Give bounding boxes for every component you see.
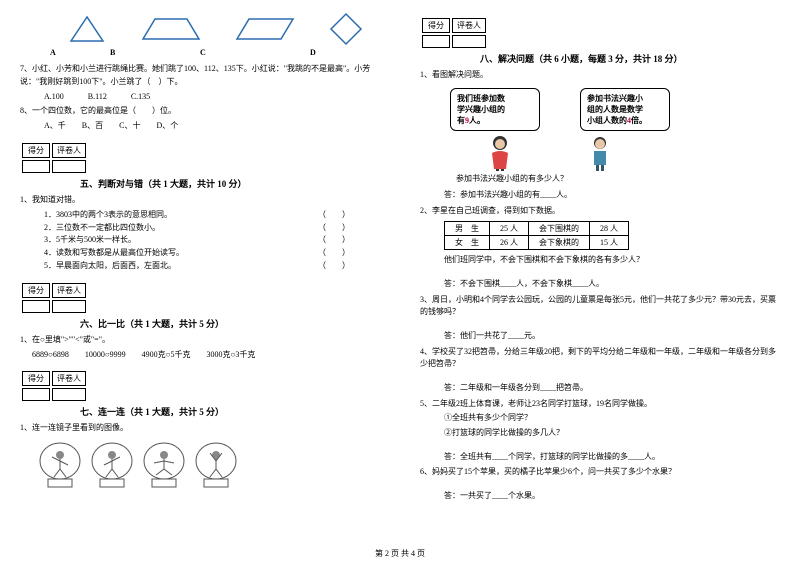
score-box-8: 得分评卷人 [420,16,780,50]
page-footer: 第 2 页 共 4 页 [0,548,800,559]
speech-1: 我们班参加数 学兴趣小组的 有9人。 [450,88,540,132]
diamond-icon [329,12,363,46]
q1-ask: 参加书法兴趣小组的有多少人？ [456,173,780,186]
q8-text: 8、一个四位数，它的最高位是（ ）位。 [20,105,380,118]
score-box-5: 得分评卷人 [20,141,380,175]
q7-options: A.100 B.112 C.135 [44,91,380,104]
triangle-icon [67,15,107,43]
label-a: A [50,48,110,57]
q5: 5、二年级2班上体育课，老师让23名同学打篮球，19名同学做操。 [420,398,780,411]
section-5-title: 五、判断对与错（共 1 大题，共计 10 分） [80,177,380,190]
mirror-4-icon [194,441,238,489]
score-box-6: 得分评卷人 [20,281,380,315]
judge-2: 2．三位数不一定都比四位数小。（ ） [44,222,380,235]
q3-ans: 答：他们一共花了____元。 [444,329,780,343]
q3: 3、周日，小明和4个同学去公园玩，公园的儿童票是每张5元，他们一共花了多少元？带… [420,294,780,320]
q2-ans: 答：不会下围棋____人，不会下象棋____人。 [444,277,780,291]
q5-ans: 答：全班共有____个同学，打篮球的同学比做操的多____人。 [444,450,780,464]
q4-ans: 答：二年级和一年级各分到____把笤帚。 [444,381,780,395]
q8-options: A、千 B、百 C、十 D、个 [44,120,380,133]
sec5-lead: 1、我知道对错。 [20,194,380,207]
q1: 1、看图解决问题。 [420,69,780,82]
parallelogram-icon [235,17,295,41]
speech-2: 参加书法兴趣小 组的人数是数学 小组人数的4倍。 [580,88,670,132]
shapes-row [50,12,380,46]
sec6-lead: 1、在○里填">""<"或"="。 [20,334,380,347]
q2-table: 男 生25 人会下围棋的28 人 女 生26 人会下象棋的15 人 [444,221,629,250]
judge-3: 3．5千米与500米一样长。（ ） [44,234,380,247]
q4: 4、学校买了32把笤帚，分给三年级20把，剩下的平均分给二年级和一年级，二年级和… [420,346,780,372]
judge-4: 4．读数和写数都是从最高位开始读写。（ ） [44,247,380,260]
section-8-title: 八、解决问题（共 6 小题，每题 3 分，共计 18 分） [480,52,780,65]
q6: 6、妈妈买了15个苹果，买的橘子比苹果少6个，问一共买了多少个水果？ [420,466,780,479]
grader-label: 评卷人 [52,143,86,158]
mirror-3-icon [142,441,186,489]
people-row [480,131,780,171]
label-d: D [310,48,316,57]
section-6-title: 六、比一比（共 1 大题，共计 5 分） [80,317,380,330]
trapezoid-icon [141,17,201,41]
q1-ans: 答：参加书法兴趣小组的有____人。 [444,188,780,202]
q5-sub1: ①全班共有多少个同学？ [444,412,780,425]
girl-icon [480,131,520,171]
q5-sub2: ②打篮球的同学比做操的多几人？ [444,427,780,440]
sec7-lead: 1、连一连镜子里看到的图像。 [20,422,380,435]
q6-ans: 答：一共买了____个水果。 [444,489,780,503]
right-column: 得分评卷人 八、解决问题（共 6 小题，每题 3 分，共计 18 分） 1、看图… [400,0,800,565]
mirror-1-icon [38,441,82,489]
mirror-images [38,441,380,489]
sec6-line: 6889○6898 10000○9999 4900克○5千克 3000克○3千克 [32,349,380,362]
mirror-2-icon [90,441,134,489]
section-7-title: 七、连一连（共 1 大题，共计 5 分） [80,405,380,418]
q2-ask: 他们班同学中，不会下围棋和不会下象棋的各有多少人？ [444,254,780,267]
judge-1: 1．3803中的两个3表示的意思相同。（ ） [44,209,380,222]
judge-5: 5．早晨面向太阳，后面西，左面北。（ ） [44,260,380,273]
speech-bubbles: 我们班参加数 学兴趣小组的 有9人。 参加书法兴趣小 组的人数是数学 小组人数的… [450,88,780,132]
left-column: A B C D 7、小红、小芳和小兰进行跳绳比赛。她们跳了100、112、135… [0,0,400,565]
score-label: 得分 [22,143,50,158]
score-box-7: 得分评卷人 [20,369,380,403]
label-c: C [200,48,310,57]
boy-icon [580,131,620,171]
label-b: B [110,48,200,57]
q7-text: 7、小红、小芳和小兰进行跳绳比赛。她们跳了100、112、135下。小红说："我… [20,63,380,89]
q2: 2、李星在自己班调查，得到如下数据。 [420,205,780,218]
shape-labels: A B C D [50,48,380,57]
